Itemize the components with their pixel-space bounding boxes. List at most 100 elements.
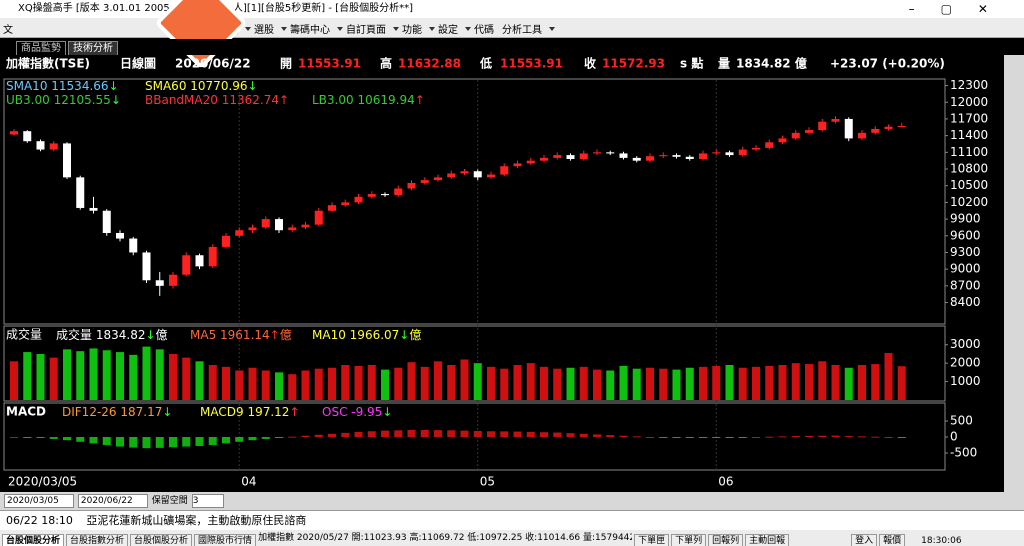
volume-bar xyxy=(884,353,893,400)
y-tick-label: 9600 xyxy=(950,228,981,242)
legend-value: 197.12 xyxy=(247,405,289,419)
y-tick-label: 9000 xyxy=(950,262,981,276)
status-button[interactable]: 主動回報 xyxy=(745,534,790,546)
toolbar-item[interactable]: 代碼 xyxy=(474,25,494,36)
volume-bar xyxy=(818,361,827,400)
legend-item: MA10 1966.07↓億 xyxy=(312,328,421,342)
candle-body xyxy=(261,219,270,228)
toolbar-item[interactable]: 文 xyxy=(3,25,13,36)
candle-body xyxy=(142,252,151,281)
header-price: 11553.91 xyxy=(500,57,563,71)
volume-bar xyxy=(341,365,350,400)
volume-bar xyxy=(142,346,151,400)
osc-bar xyxy=(49,437,58,439)
candle-body xyxy=(699,153,707,159)
osc-bar xyxy=(672,437,681,438)
volume-bar xyxy=(672,369,681,400)
osc-bar xyxy=(593,434,601,437)
osc-bar xyxy=(381,430,389,437)
osc-bar xyxy=(341,432,350,437)
candle-body xyxy=(632,157,641,161)
candle-body xyxy=(606,152,615,154)
candle-body xyxy=(36,141,45,150)
date-dropdown[interactable]: 2020/03/05 xyxy=(4,494,74,508)
candle-body xyxy=(394,188,403,196)
status-button[interactable]: 回報列 xyxy=(708,534,744,546)
volume-bar xyxy=(897,366,906,400)
status-tab[interactable]: 台股個股分析 xyxy=(130,534,193,546)
toolbar-item[interactable]: 選股 xyxy=(254,25,274,36)
status-button[interactable]: 下單列 xyxy=(671,534,707,546)
osc-bar xyxy=(553,432,562,437)
volume-bar xyxy=(738,367,747,400)
volume-bar xyxy=(805,364,813,400)
osc-bar xyxy=(659,437,668,438)
login[interactable]: 登入 xyxy=(851,534,878,546)
osc-bar xyxy=(897,437,906,438)
tab[interactable]: 商品監勢 xyxy=(16,41,66,55)
toolbar-item[interactable]: 分析工具 xyxy=(502,25,542,36)
header-symbol: 加權指數(TSE) xyxy=(5,56,90,71)
volume-bar xyxy=(288,374,297,400)
toolbar-item[interactable]: 功能 xyxy=(402,25,422,36)
quote-button[interactable]: 報價 xyxy=(879,534,906,546)
volume-bar xyxy=(420,366,429,400)
reserve-input[interactable]: 3 xyxy=(191,494,224,508)
candle-body xyxy=(579,153,588,159)
candle-body xyxy=(288,227,297,231)
y-tick-label: 500 xyxy=(950,414,973,428)
osc-bar xyxy=(169,437,177,448)
candle-body xyxy=(685,156,694,159)
candle-body xyxy=(275,219,283,231)
legend-item: MACD9 197.12↑ xyxy=(200,405,300,419)
osc-bar xyxy=(208,437,217,445)
candle-body xyxy=(540,157,548,161)
volume-bar xyxy=(23,352,32,400)
legend-name: MA5 xyxy=(190,328,216,342)
x-tick-label: 04 xyxy=(241,475,256,489)
legend-item: LB3.00 10619.94↑ xyxy=(312,93,425,107)
toolbar-item[interactable]: 設定 xyxy=(438,25,458,36)
candle-body xyxy=(195,255,204,267)
osc-bar xyxy=(884,437,893,438)
dropdown-arrow xyxy=(393,26,399,31)
legend-value: 11534.66 xyxy=(51,79,108,93)
toolbar: 文報價選股籌碼中心自訂頁面功能設定代碼分析工具 xyxy=(0,18,1024,38)
toolbar-item[interactable]: 自訂頁面 xyxy=(346,25,386,36)
candle-body xyxy=(102,210,111,233)
legend-item: SMA10 11534.66↓ xyxy=(6,79,119,93)
osc-bar xyxy=(699,437,707,438)
legend-value: 1961.14 xyxy=(220,328,270,342)
candle-body xyxy=(460,171,469,174)
header-volume: 1834.82 億 xyxy=(736,56,807,71)
toolbar-item[interactable]: 籌碼中心 xyxy=(290,25,330,36)
legend-arrow: ↑ xyxy=(270,328,280,342)
scroll-area xyxy=(1004,55,1024,509)
y-tick-label: 12300 xyxy=(950,78,988,92)
status-button[interactable]: 下單匣 xyxy=(634,534,670,546)
y-tick-label: 10500 xyxy=(950,178,988,192)
volume-bar xyxy=(526,363,535,400)
tab[interactable]: 技術分析 xyxy=(68,41,118,55)
osc-bar xyxy=(142,437,151,449)
window-controls[interactable]: –▢✕ xyxy=(908,2,1014,16)
status-tab[interactable]: 台股個股分析 xyxy=(2,534,65,546)
date-dropdown[interactable]: 2020/06/22 xyxy=(77,494,148,508)
volume-bar xyxy=(566,367,575,400)
status-tab[interactable]: 國際股市行情 xyxy=(194,534,257,546)
plot: 12300 12000 11700 11400 11100 10800 10500 10200… xyxy=(6,78,988,488)
candle-body xyxy=(354,196,363,203)
news-text[interactable]: 亞泥花蓮新城山礦場案，主動啟動原住民諮商 xyxy=(86,514,307,527)
y-tick-label: 0 xyxy=(950,430,958,444)
reserve-label: 保留空間 xyxy=(151,496,188,506)
osc-bar xyxy=(36,437,45,438)
candle-body xyxy=(553,155,562,158)
y-tick-label: 10200 xyxy=(950,195,988,209)
volume-bar xyxy=(195,361,204,400)
y-tick-label: 9900 xyxy=(950,212,981,226)
y-tick-label: 9300 xyxy=(950,245,981,259)
osc-bar xyxy=(420,429,429,437)
osc-bar xyxy=(222,437,230,444)
legend-name: MACD9 xyxy=(200,405,244,419)
status-tab[interactable]: 台股指數分析 xyxy=(66,534,129,546)
